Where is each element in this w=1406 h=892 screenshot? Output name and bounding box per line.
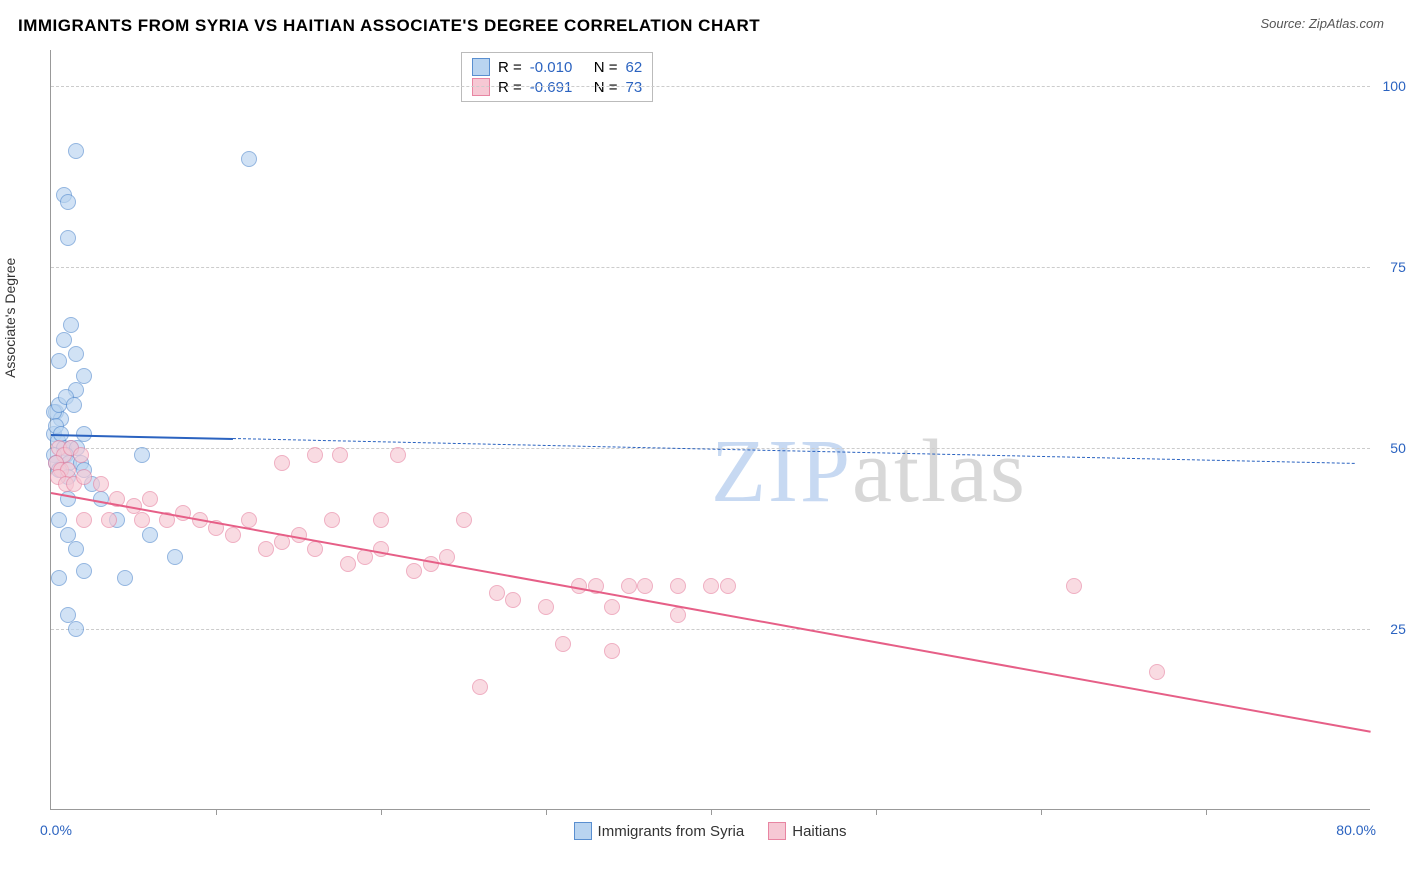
swatch-icon bbox=[472, 58, 490, 76]
y-tick-label: 50.0% bbox=[1375, 440, 1406, 456]
stats-row-syria: R = -0.010 N = 62 bbox=[472, 57, 642, 77]
x-tick bbox=[216, 809, 217, 815]
data-point-syria bbox=[60, 194, 76, 210]
x-tick bbox=[1041, 809, 1042, 815]
bottom-legend: Immigrants from Syria Haitians bbox=[50, 822, 1370, 840]
data-point-haitian bbox=[324, 512, 340, 528]
data-point-syria bbox=[134, 447, 150, 463]
data-point-haitian bbox=[472, 679, 488, 695]
data-point-syria bbox=[76, 563, 92, 579]
stat-n-value: 62 bbox=[626, 59, 643, 76]
data-point-syria bbox=[66, 397, 82, 413]
data-point-syria bbox=[56, 332, 72, 348]
data-point-haitian bbox=[142, 491, 158, 507]
trend-line bbox=[51, 492, 1371, 733]
data-point-haitian bbox=[538, 599, 554, 615]
data-point-syria bbox=[167, 549, 183, 565]
data-point-syria bbox=[51, 512, 67, 528]
data-point-haitian bbox=[604, 599, 620, 615]
data-point-haitian bbox=[258, 541, 274, 557]
data-point-haitian bbox=[670, 578, 686, 594]
data-point-haitian bbox=[373, 512, 389, 528]
data-point-haitian bbox=[307, 541, 323, 557]
data-point-haitian bbox=[621, 578, 637, 594]
data-point-haitian bbox=[456, 512, 472, 528]
data-point-haitian bbox=[555, 636, 571, 652]
y-tick-label: 25.0% bbox=[1375, 621, 1406, 637]
legend-label: Haitians bbox=[792, 823, 846, 840]
legend-item-haitian: Haitians bbox=[768, 822, 846, 840]
data-point-haitian bbox=[76, 469, 92, 485]
data-point-syria bbox=[68, 143, 84, 159]
watermark: ZIPatlas bbox=[711, 420, 1027, 523]
swatch-icon bbox=[574, 822, 592, 840]
legend-label: Immigrants from Syria bbox=[598, 823, 745, 840]
data-point-syria bbox=[68, 346, 84, 362]
swatch-icon bbox=[768, 822, 786, 840]
data-point-haitian bbox=[73, 447, 89, 463]
data-point-haitian bbox=[637, 578, 653, 594]
data-point-haitian bbox=[274, 455, 290, 471]
data-point-haitian bbox=[76, 512, 92, 528]
stat-r-label: R = bbox=[498, 59, 522, 76]
data-point-syria bbox=[51, 353, 67, 369]
source-label: Source: ZipAtlas.com bbox=[1260, 16, 1384, 31]
watermark-atlas: atlas bbox=[852, 422, 1027, 521]
data-point-haitian bbox=[604, 643, 620, 659]
stats-legend-box: R =-0.010N =62R =-0.691N =73 bbox=[461, 52, 653, 102]
data-point-haitian bbox=[1066, 578, 1082, 594]
data-point-haitian bbox=[225, 527, 241, 543]
data-point-syria bbox=[60, 607, 76, 623]
gridline bbox=[51, 267, 1370, 268]
data-point-haitian bbox=[703, 578, 719, 594]
data-point-syria bbox=[51, 570, 67, 586]
x-tick bbox=[381, 809, 382, 815]
data-point-syria bbox=[117, 570, 133, 586]
data-point-syria bbox=[142, 527, 158, 543]
data-point-haitian bbox=[101, 512, 117, 528]
stat-r-value: -0.010 bbox=[530, 59, 586, 76]
chart-title: IMMIGRANTS FROM SYRIA VS HAITIAN ASSOCIA… bbox=[18, 16, 760, 36]
data-point-haitian bbox=[489, 585, 505, 601]
data-point-haitian bbox=[390, 447, 406, 463]
data-point-haitian bbox=[134, 512, 150, 528]
data-point-haitian bbox=[720, 578, 736, 594]
y-tick-label: 75.0% bbox=[1375, 259, 1406, 275]
data-point-haitian bbox=[373, 541, 389, 557]
data-point-syria bbox=[68, 621, 84, 637]
data-point-syria bbox=[60, 527, 76, 543]
plot-area: ZIPatlas R =-0.010N =62R =-0.691N =73 25… bbox=[50, 50, 1370, 810]
data-point-haitian bbox=[307, 447, 323, 463]
x-tick bbox=[711, 809, 712, 815]
y-axis-title: Associate's Degree bbox=[2, 258, 18, 378]
chart-container: IMMIGRANTS FROM SYRIA VS HAITIAN ASSOCIA… bbox=[0, 0, 1406, 892]
data-point-haitian bbox=[332, 447, 348, 463]
data-point-haitian bbox=[423, 556, 439, 572]
data-point-haitian bbox=[406, 563, 422, 579]
legend-item-syria: Immigrants from Syria bbox=[574, 822, 745, 840]
x-tick bbox=[546, 809, 547, 815]
data-point-haitian bbox=[340, 556, 356, 572]
data-point-syria bbox=[68, 541, 84, 557]
data-point-haitian bbox=[670, 607, 686, 623]
gridline bbox=[51, 86, 1370, 87]
x-tick bbox=[876, 809, 877, 815]
watermark-zip: ZIP bbox=[711, 422, 852, 521]
data-point-syria bbox=[241, 151, 257, 167]
data-point-syria bbox=[93, 491, 109, 507]
gridline bbox=[51, 629, 1370, 630]
x-tick bbox=[1206, 809, 1207, 815]
data-point-syria bbox=[60, 230, 76, 246]
data-point-haitian bbox=[93, 476, 109, 492]
data-point-syria bbox=[76, 368, 92, 384]
data-point-haitian bbox=[505, 592, 521, 608]
y-tick-label: 100.0% bbox=[1375, 78, 1406, 94]
data-point-haitian bbox=[1149, 664, 1165, 680]
stat-n-label: N = bbox=[594, 59, 618, 76]
